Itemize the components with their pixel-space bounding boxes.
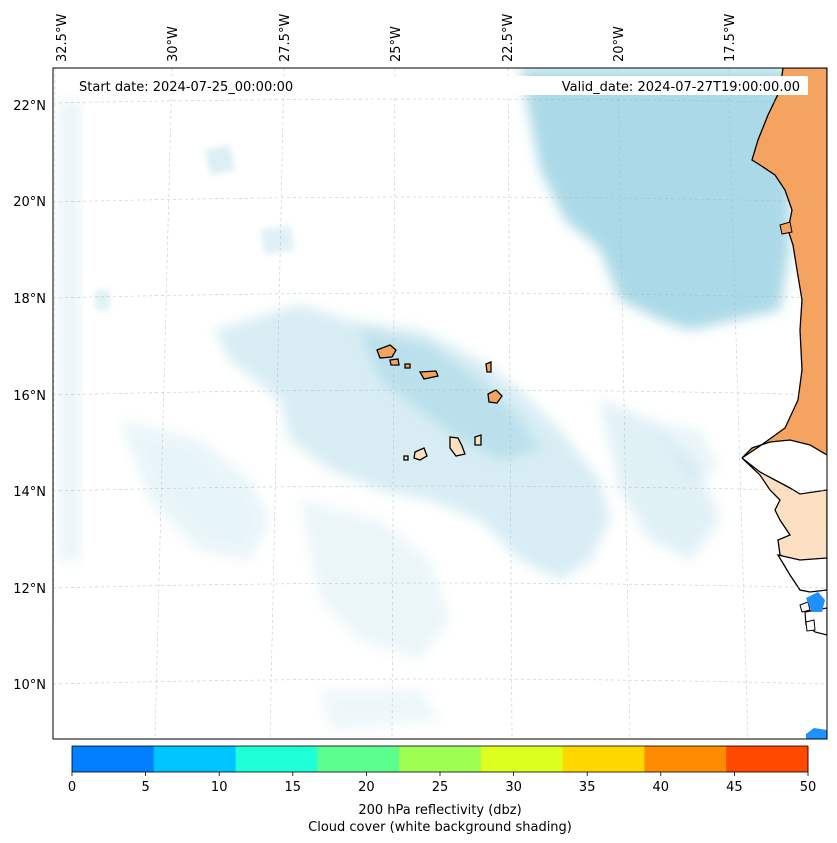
- colorbar-tick-label: 35: [579, 780, 596, 795]
- africa-coast: [741, 68, 827, 636]
- coastal-island: [805, 619, 816, 632]
- island-santa-luzia: [404, 363, 411, 369]
- lon-label: 30°W: [166, 26, 181, 62]
- colorbar-swatch: [644, 746, 727, 772]
- map-frame: [52, 67, 828, 740]
- land-guinea-bissau: [776, 554, 827, 593]
- lon-label: 27.5°W: [278, 14, 293, 62]
- lon-label: 25°W: [389, 26, 404, 62]
- lat-label: 14°N: [13, 485, 46, 500]
- lon-label: 32.5°W: [55, 14, 70, 62]
- lon-label: 20°W: [612, 26, 627, 62]
- colorbar-tick-label: 20: [358, 780, 375, 795]
- valid-date-label: Valid_date: 2024-07-27T19:00:00.00: [562, 80, 800, 95]
- lat-label: 12°N: [13, 582, 46, 597]
- longitude-labels: 32.5°W 30°W 27.5°W 25°W 22.5°W 20°W 17.5…: [55, 14, 738, 62]
- bijagos-island: [799, 601, 811, 613]
- lat-label: 20°N: [13, 195, 46, 210]
- island-brava: [403, 455, 409, 461]
- island-sao-nicolau: [418, 370, 439, 380]
- colorbar-tick-label: 50: [800, 780, 817, 795]
- colorbar-tick-label: 0: [68, 780, 76, 795]
- cloud-cover-shading: [60, 68, 790, 730]
- colorbar-tick-label: 10: [211, 780, 228, 795]
- colorbar-swatches: [72, 746, 809, 772]
- colorbar-ticks: 0 5 10 15 20 25 30 35 40 45 50: [68, 772, 816, 795]
- colorbar-swatch: [235, 746, 318, 772]
- colorbar-label: 200 hPa reflectivity (dbz): [358, 803, 521, 818]
- land-northwest-africa: [741, 68, 827, 459]
- cape-verde-islands: [376, 344, 503, 461]
- lat-label: 18°N: [13, 292, 46, 307]
- colorbar-swatch: [153, 746, 237, 772]
- start-date-box: [72, 76, 310, 95]
- colorbar-swatch: [562, 746, 645, 772]
- banc-darguin-island: [779, 221, 793, 235]
- island-sao-vicente: [389, 358, 400, 366]
- lat-label: 16°N: [13, 389, 46, 404]
- island-santiago: [449, 436, 466, 457]
- valid-date-box: [372, 76, 808, 95]
- island-boa-vista: [487, 389, 503, 404]
- colorbar-tick-label: 25: [432, 780, 449, 795]
- reflectivity-cells: [806, 592, 827, 739]
- reflectivity-cell: [806, 728, 827, 739]
- colorbar-tick-label: 15: [285, 780, 302, 795]
- colorbar-swatch: [480, 746, 564, 772]
- reflectivity-cell: [806, 592, 825, 612]
- colorbar-sublabel: Cloud cover (white background shading): [308, 820, 572, 835]
- colorbar-tick-label: 5: [141, 780, 149, 795]
- lat-label: 22°N: [13, 99, 46, 114]
- colorbar-tick-label: 40: [653, 780, 670, 795]
- colorbar-tick-label: 30: [505, 780, 522, 795]
- colorbar: 0 5 10 15 20 25 30 35 40 45 50 200 hPa reflectivit…: [68, 745, 816, 835]
- colorbar-swatch: [399, 746, 482, 772]
- colorbar-swatch: [317, 746, 400, 772]
- colorbar-swatch: [726, 746, 809, 772]
- lon-label: 22.5°W: [501, 14, 516, 62]
- island-maio: [474, 434, 482, 446]
- island-fogo: [413, 447, 428, 461]
- colorbar-swatch: [72, 746, 155, 772]
- date-banner: Start date: 2024-07-25_00:00:00 Valid_da…: [72, 76, 808, 95]
- colorbar-tick-label: 45: [726, 780, 743, 795]
- island-sal: [485, 361, 492, 373]
- lat-label: 10°N: [13, 678, 46, 693]
- lon-label: 17.5°W: [723, 14, 738, 62]
- latitude-labels: 22°N 20°N 18°N 16°N 14°N 12°N 10°N: [13, 99, 46, 693]
- island-santo-antao: [376, 344, 397, 359]
- start-date-label: Start date: 2024-07-25_00:00:00: [79, 80, 293, 95]
